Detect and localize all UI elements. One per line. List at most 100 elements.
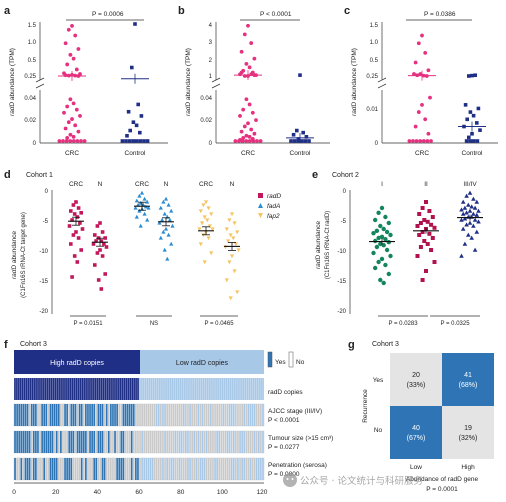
data-point — [425, 242, 430, 246]
data-point — [430, 215, 435, 219]
barcode-sample — [80, 431, 83, 453]
barcode-sample — [24, 404, 27, 426]
barcode-sample — [39, 404, 41, 426]
data-point — [63, 41, 68, 46]
data-point — [78, 114, 82, 118]
data-point — [146, 205, 151, 210]
group-label: II — [424, 181, 428, 188]
barcode-sample — [103, 431, 106, 453]
data-point — [102, 242, 106, 246]
data-point — [296, 139, 300, 143]
data-point — [379, 234, 385, 239]
barcode-sample — [180, 404, 183, 426]
barcode-sample — [118, 431, 121, 453]
barcode-sample — [68, 404, 71, 426]
tick-label: 0 — [343, 189, 347, 195]
barcode-sample — [153, 431, 156, 453]
data-point — [70, 275, 74, 279]
barcode-sample — [145, 458, 148, 480]
barcode-sample — [139, 404, 141, 426]
data-point — [472, 217, 478, 222]
row-label: Tumour size (>15 cm³) — [268, 435, 333, 442]
data-point — [460, 199, 466, 204]
barcode-sample — [43, 458, 46, 480]
data-point — [472, 247, 478, 252]
data-point — [246, 23, 250, 28]
tick-label: -5 — [43, 219, 49, 225]
barcode-sample — [162, 431, 164, 453]
data-point — [76, 236, 81, 240]
barcode-sample — [255, 431, 258, 453]
barcode-sample — [143, 458, 146, 480]
barcode-sample — [97, 404, 100, 426]
barcode-sample — [239, 404, 241, 426]
data-point — [61, 139, 65, 143]
group-label: N — [98, 181, 103, 188]
data-point — [237, 139, 241, 143]
barcode-sample — [30, 431, 33, 453]
barcode-sample — [116, 404, 118, 426]
data-point — [128, 128, 132, 133]
group-label: I — [381, 181, 383, 188]
tick-label: 0.5 — [370, 58, 379, 64]
data-point — [202, 215, 207, 220]
barcode-sample — [205, 458, 208, 480]
barcode-sample — [222, 404, 225, 426]
tick-label: 60 — [135, 489, 143, 496]
barcode-sample — [172, 458, 175, 480]
data-point — [469, 204, 474, 209]
barcode-sample — [87, 458, 89, 480]
barcode-sample — [76, 458, 79, 480]
data-point — [378, 241, 383, 247]
data-point — [66, 27, 71, 32]
barcode-sample — [160, 431, 162, 453]
data-point — [139, 114, 144, 118]
data-point — [426, 131, 431, 136]
cell-yes-high — [442, 353, 494, 406]
data-point — [65, 104, 70, 109]
data-point — [464, 139, 469, 143]
data-point — [415, 254, 420, 258]
barcode-sample — [187, 404, 189, 426]
data-point — [420, 230, 425, 234]
data-point — [295, 128, 299, 133]
barcode-sample — [164, 404, 166, 426]
barcode-sample — [85, 431, 87, 453]
data-point — [209, 251, 214, 256]
legend-no-swatch — [288, 351, 294, 368]
barcode-sample — [226, 458, 229, 480]
data-point — [472, 205, 478, 210]
barcode-high — [14, 378, 139, 400]
data-point — [376, 259, 381, 265]
barcode-sample — [203, 431, 206, 453]
barcode-sample — [64, 458, 66, 480]
barcode-sample — [189, 431, 191, 453]
barcode-sample — [35, 404, 37, 426]
group-label: III/IV — [463, 181, 477, 188]
data-point — [422, 239, 427, 243]
data-point — [373, 217, 378, 223]
group-label: Control — [290, 150, 312, 157]
barcode-sample — [74, 458, 77, 480]
barcode-sample — [232, 431, 235, 453]
data-point — [429, 139, 433, 143]
barcode-sample — [232, 404, 235, 426]
barcode-sample — [153, 458, 156, 480]
data-point — [292, 139, 297, 143]
barcode-sample — [178, 431, 181, 453]
barcode-sample — [230, 431, 233, 453]
barcode-sample — [95, 404, 98, 426]
data-point — [379, 256, 385, 262]
barcode-sample — [16, 458, 18, 480]
data-point — [383, 237, 388, 242]
barcode-sample — [262, 458, 264, 480]
barcode-sample — [222, 458, 225, 480]
legend: radD fadA fap2 — [258, 193, 281, 220]
barcode-sample — [191, 431, 193, 453]
barcode-sample — [70, 431, 73, 453]
data-point — [242, 124, 247, 129]
group-label: CRC — [415, 150, 429, 157]
barcode-sample — [174, 458, 177, 480]
panel-e: e Cohort 2 I II III/IV radD abundance (C… — [312, 169, 483, 327]
data-point — [472, 139, 476, 143]
